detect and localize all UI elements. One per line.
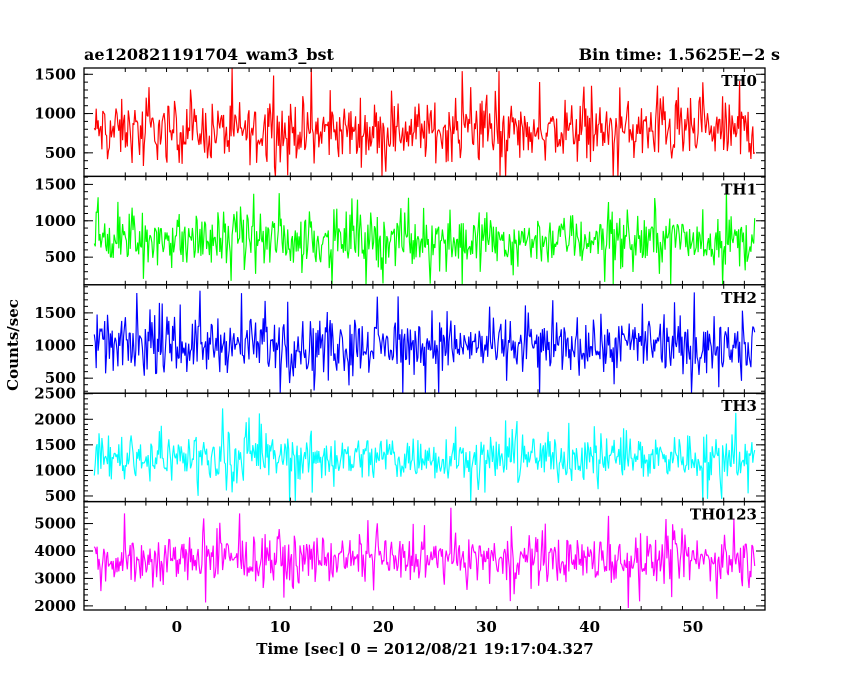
x-tick-label: 30	[476, 618, 497, 636]
y-tick-label: 3000	[34, 569, 76, 587]
chart-title: ae120821191704_wam3_bst	[84, 45, 335, 64]
y-tick-label: 1500	[34, 304, 76, 322]
panel-frame	[83, 392, 766, 503]
panel-name-th2: TH2	[721, 289, 757, 307]
y-tick-label: 1500	[34, 175, 76, 193]
y-tick-label: 1000	[34, 105, 76, 123]
y-tick-label: 500	[45, 144, 76, 162]
x-tick-label: 10	[270, 618, 291, 636]
y-tick-label: 1000	[34, 461, 76, 479]
panel-name-th0123: TH0123	[690, 506, 757, 524]
y-tick-label: 5000	[34, 515, 76, 533]
series-trace-th1	[93, 190, 756, 285]
panel-name-th1: TH1	[721, 180, 757, 198]
x-tick-label: 0	[172, 618, 182, 636]
y-tick-label: 2500	[34, 385, 76, 403]
panel-th0123: 2000 3000 4000 5000 TH0123	[34, 500, 766, 615]
x-tick-label: 50	[682, 618, 703, 636]
series-trace-th0123	[93, 507, 756, 609]
panel-th1: 500 1000 1500 TH1	[34, 175, 766, 286]
y-tick-label: 1500	[34, 436, 76, 454]
panel-frame	[83, 500, 766, 611]
y-tick-label: 1000	[34, 337, 76, 355]
y-tick-label: 1000	[34, 212, 76, 230]
panel-name-th0: TH0	[721, 72, 757, 90]
panels-group: 500 1000 1500 TH0 500 1000 1500 TH1 500 1000 1500 T…	[34, 65, 766, 615]
panel-th2: 500 1000 1500 TH2	[34, 284, 766, 394]
x-axis-ticks: 0 10 20 30 40 50	[124, 68, 745, 636]
y-tick-label: 4000	[34, 542, 76, 560]
series-trace-th2	[93, 290, 756, 394]
bin-time-label: Bin time: 1.5625E−2 s	[579, 45, 780, 64]
y-axis-label: Counts/sec	[4, 299, 22, 391]
panel-th3: 500 1000 1500 2000 2500 TH3	[34, 385, 766, 505]
y-tick-label: 1500	[34, 65, 76, 83]
series-trace-th0	[93, 67, 756, 177]
y-tick-label: 2000	[34, 597, 76, 615]
x-axis-label: Time [sec] 0 = 2012/08/21 19:17:04.327	[256, 640, 593, 658]
panel-name-th3: TH3	[721, 397, 757, 415]
panel-th0: 500 1000 1500 TH0	[34, 65, 766, 178]
y-tick-label: 500	[45, 487, 76, 505]
x-tick-label: 20	[373, 618, 394, 636]
y-tick-label: 500	[45, 248, 76, 266]
series-trace-th3	[93, 408, 756, 502]
y-tick-label: 2000	[34, 410, 76, 428]
y-tick-label: 500	[45, 369, 76, 387]
x-tick-label: 40	[579, 618, 600, 636]
